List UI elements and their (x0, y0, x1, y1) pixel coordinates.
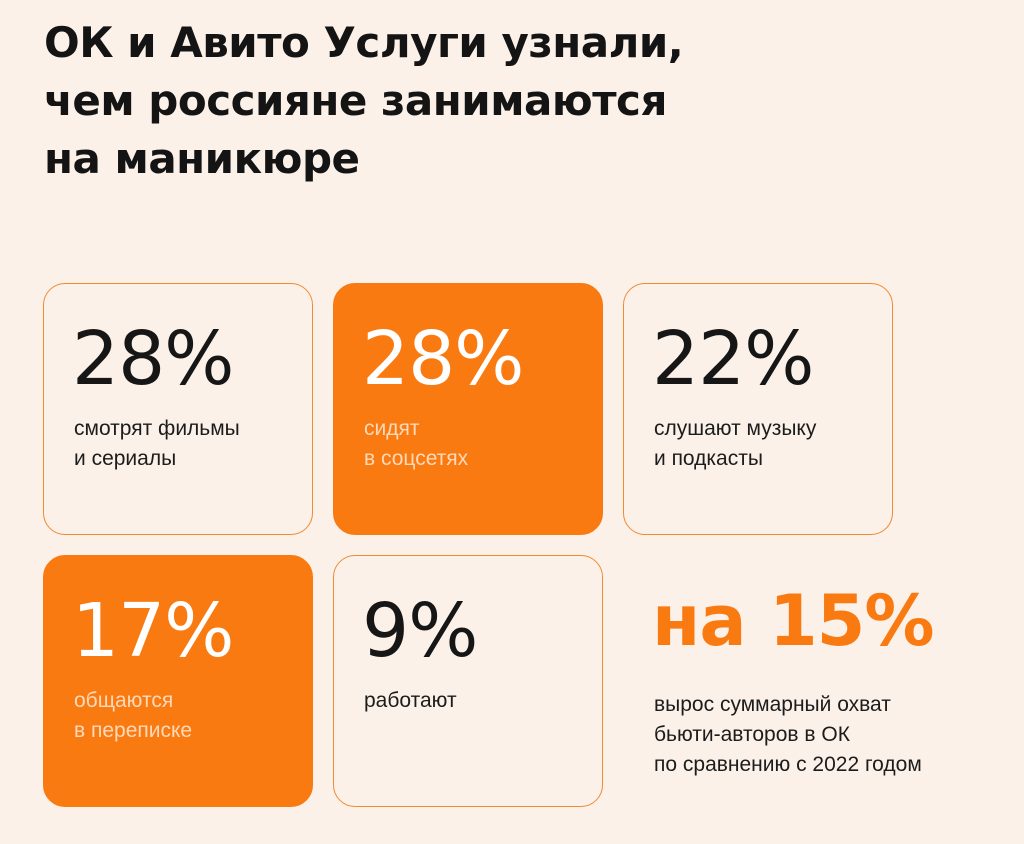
description-line: и сериалы (74, 447, 177, 470)
stat-card-description: работают (364, 686, 457, 716)
title-line: чем россияне занимаются (44, 76, 667, 125)
description-line: слушают музыку (654, 417, 817, 440)
highlight-description: вырос суммарный охват бьюти-авторов в ОК… (654, 690, 922, 780)
description-line: бьюти-авторов в ОК (654, 723, 850, 746)
stat-card-value: 28% (72, 316, 234, 402)
description-line: и подкасты (654, 447, 763, 470)
description-line: вырос суммарный охват (654, 693, 891, 716)
description-line: сидят (364, 417, 420, 440)
description-line: в переписке (74, 719, 193, 742)
stat-card-value: 17% (72, 588, 234, 674)
description-line: общаются (74, 689, 174, 712)
stat-card-chatting: 17% общаются в переписке (43, 555, 313, 807)
stat-card-description: смотрят фильмы и сериалы (74, 414, 240, 474)
stat-card-description: общаются в переписке (74, 686, 192, 746)
stat-card-social: 28% сидят в соцсетях (333, 283, 603, 535)
stat-card-value: 9% (362, 588, 478, 674)
page-title: ОК и Авито Услуги узнали, чем россияне з… (44, 14, 684, 188)
stat-card-value: 28% (362, 316, 524, 402)
description-line: в соцсетях (364, 447, 469, 470)
title-line: ОК и Авито Услуги узнали, (44, 18, 684, 67)
stat-card-movies: 28% смотрят фильмы и сериалы (43, 283, 313, 535)
stat-card-description: слушают музыку и подкасты (654, 414, 816, 474)
description-line: смотрят фильмы (74, 417, 240, 440)
title-line: на маникюре (44, 134, 360, 183)
description-line: по сравнению с 2022 годом (654, 753, 922, 776)
highlight-value: на 15% (652, 580, 935, 662)
stat-card-value: 22% (652, 316, 814, 402)
stat-card-working: 9% работают (333, 555, 603, 807)
stat-card-description: сидят в соцсетях (364, 414, 468, 474)
description-line: работают (364, 689, 457, 712)
stat-card-music: 22% слушают музыку и подкасты (623, 283, 893, 535)
